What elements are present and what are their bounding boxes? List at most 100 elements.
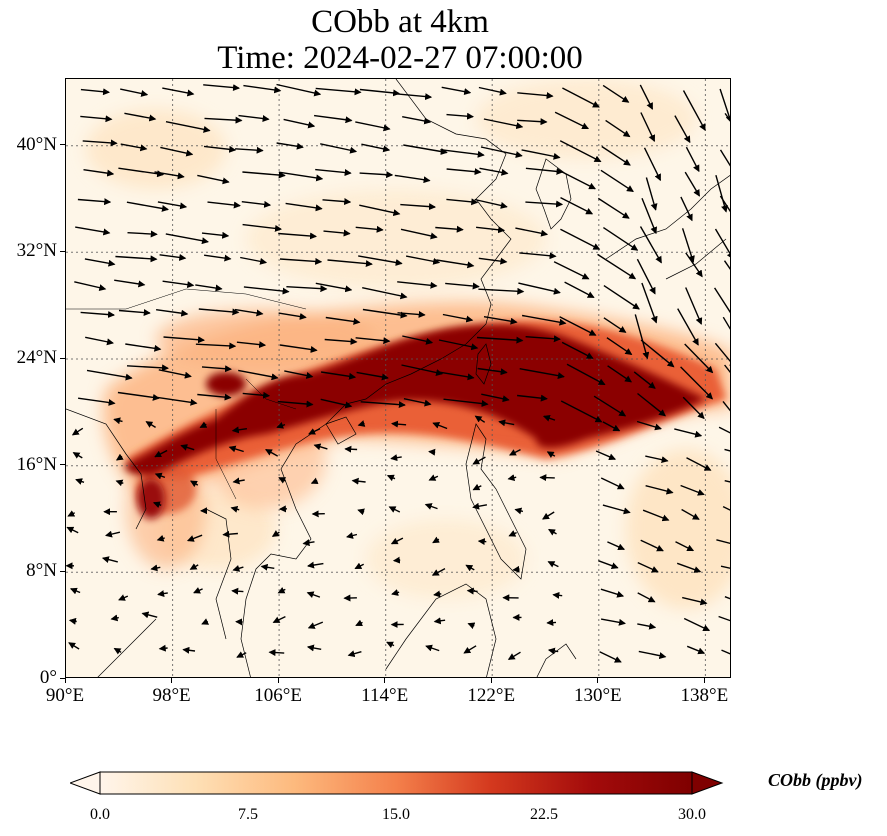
- wind-arrow: [465, 564, 475, 572]
- wind-arrow: [394, 174, 431, 184]
- wind-arrow: [719, 149, 730, 167]
- wind-arrow: [525, 200, 564, 208]
- wind-arrow: [546, 619, 557, 627]
- wind-arrow: [359, 204, 401, 217]
- wind-arrow: [165, 121, 211, 133]
- wind-arrow: [320, 143, 358, 154]
- wind-arrow: [180, 444, 195, 451]
- lon-tick-label: 98°E: [152, 685, 191, 706]
- wind-arrow: [640, 112, 656, 143]
- wind-arrow: [396, 93, 433, 101]
- wind-arrow: [682, 396, 705, 420]
- wind-arrow: [472, 456, 486, 465]
- wind-arrow: [362, 287, 408, 300]
- wind-arrow: [478, 287, 525, 295]
- wind-arrow: [684, 171, 701, 197]
- wind-arrow: [636, 258, 656, 295]
- map-panel: [65, 78, 731, 678]
- wind-arrow: [640, 339, 675, 368]
- wind-arrow: [391, 589, 400, 596]
- wind-arrow: [195, 284, 223, 292]
- wind-arrow: [157, 201, 188, 210]
- lon-tick-mark: [171, 678, 173, 683]
- wind-arrow: [643, 147, 662, 182]
- lon-tick-label: 122°E: [467, 685, 516, 706]
- wind-arrow: [197, 174, 230, 185]
- wind-arrow: [276, 142, 304, 150]
- wind-arrow: [595, 450, 617, 461]
- wind-arrow: [277, 400, 314, 408]
- wind-arrow: [278, 171, 324, 182]
- wind-arrow: [547, 647, 559, 655]
- lon-tick-mark: [703, 678, 705, 683]
- wind-arrow: [724, 448, 730, 452]
- wind-arrow: [519, 368, 565, 380]
- wind-arrow: [308, 428, 321, 435]
- wind-arrow: [145, 421, 156, 428]
- lat-tick-label: 32°N: [16, 240, 57, 262]
- wind-arrow: [120, 88, 149, 97]
- wind-arrow: [597, 197, 630, 219]
- wind-arrow: [517, 92, 554, 100]
- wind-arrow: [163, 336, 205, 344]
- colorbar: [70, 771, 724, 795]
- wind-arrow: [560, 228, 601, 250]
- wind-arrow: [320, 398, 353, 409]
- wind-arrow: [714, 342, 730, 369]
- wind-arrow: [474, 198, 508, 209]
- wind-arrow: [607, 541, 626, 551]
- wind-arrow: [602, 504, 631, 515]
- wind-arrow: [603, 227, 639, 251]
- lon-tick-label: 130°E: [573, 685, 622, 706]
- wind-arrow: [236, 341, 267, 349]
- wind-arrow: [358, 255, 403, 266]
- lon-tick-label: 114°E: [361, 685, 409, 706]
- wind-arrow: [515, 227, 549, 237]
- wind-arrow: [315, 282, 353, 293]
- lat-tick-mark: [60, 464, 65, 466]
- wind-arrow: [355, 619, 364, 627]
- wind-arrow: [716, 539, 730, 545]
- lat-tick-mark: [60, 570, 65, 572]
- wind-arrow: [547, 561, 559, 568]
- wind-arrow: [507, 474, 517, 482]
- wind-arrow: [597, 253, 637, 280]
- wind-arrow: [397, 310, 426, 318]
- colorbar-tick-label: 30.0: [678, 806, 706, 823]
- wind-arrow: [118, 309, 151, 317]
- wind-arrow: [162, 280, 195, 289]
- plume-core: [125, 324, 706, 519]
- wind-arrow: [441, 86, 472, 96]
- wind-arrow: [674, 428, 703, 438]
- wind-arrow: [685, 146, 700, 173]
- lon-tick-mark: [490, 678, 492, 683]
- wind-arrow: [680, 484, 705, 496]
- wind-arrow: [307, 561, 324, 569]
- wind-arrow: [127, 230, 158, 238]
- wind-arrow: [356, 371, 389, 381]
- wind-arrow: [680, 366, 714, 400]
- wind-arrow: [542, 511, 555, 520]
- wind-arrow: [686, 457, 712, 471]
- wind-arrow: [634, 314, 650, 360]
- wind-arrow: [478, 86, 507, 96]
- wind-arrow: [154, 449, 168, 458]
- wind-arrow: [480, 146, 523, 158]
- wind-arrow: [306, 644, 322, 652]
- wind-arrow: [154, 472, 166, 480]
- lon-tick-label: 90°E: [45, 685, 85, 706]
- wind-arrow: [232, 477, 245, 485]
- wind-arrow: [203, 145, 237, 153]
- wind-arrow: [637, 392, 666, 417]
- wind-arrow: [720, 565, 730, 569]
- wind-arrow: [231, 587, 244, 595]
- wind-arrow: [75, 226, 111, 236]
- lon-tick-mark: [277, 678, 279, 683]
- wind-arrow: [676, 562, 702, 573]
- wind-arrow: [680, 196, 693, 222]
- wind-arrow: [230, 505, 240, 513]
- wind-arrow: [403, 144, 448, 155]
- wind-arrow: [126, 201, 169, 212]
- wind-arrow: [402, 335, 434, 345]
- wind-arrow: [201, 618, 210, 625]
